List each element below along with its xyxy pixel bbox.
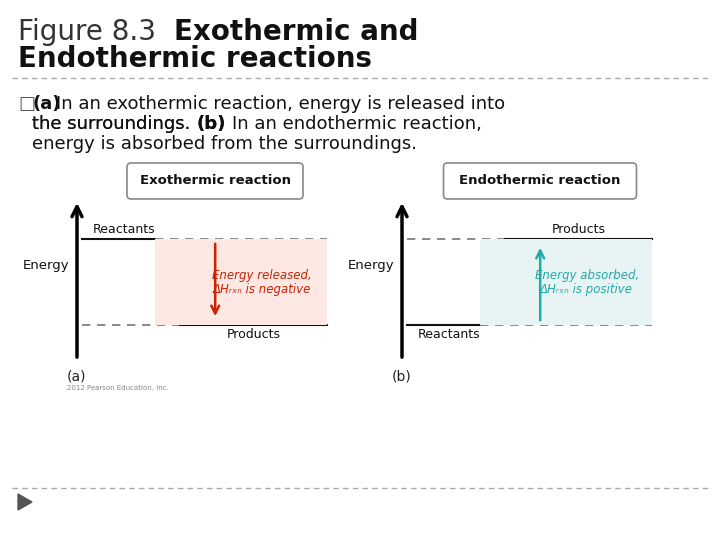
Text: Energy: Energy	[22, 259, 69, 272]
Text: □: □	[18, 95, 35, 113]
Bar	[155, 239, 327, 325]
Text: (b): (b)	[392, 370, 412, 384]
Polygon shape	[18, 494, 32, 510]
Text: Reactants: Reactants	[93, 223, 156, 236]
Text: Exothermic and: Exothermic and	[174, 18, 418, 46]
Text: Products: Products	[552, 223, 606, 236]
Text: (b): (b)	[196, 115, 225, 133]
Text: (a): (a)	[32, 95, 60, 113]
Text: energy is absorbed from the surroundings.: energy is absorbed from the surroundings…	[32, 135, 417, 153]
Text: Figure 8.3: Figure 8.3	[18, 18, 174, 46]
Text: the surroundings.: the surroundings.	[32, 115, 196, 133]
Text: Energy absorbed,: Energy absorbed,	[534, 269, 639, 282]
Text: (b): (b)	[196, 115, 225, 133]
Text: Products: Products	[227, 328, 281, 341]
Text: (a): (a)	[67, 370, 86, 384]
Text: Exothermic reaction: Exothermic reaction	[140, 174, 290, 187]
Bar	[480, 239, 652, 325]
Text: Energy released,: Energy released,	[212, 269, 312, 282]
FancyBboxPatch shape	[127, 163, 303, 199]
Text: ΔHᵣₓₙ is negative: ΔHᵣₓₙ is negative	[212, 282, 311, 295]
Text: 2012 Pearson Education, Inc.: 2012 Pearson Education, Inc.	[67, 385, 169, 391]
Text: Reactants: Reactants	[418, 328, 480, 341]
Text: the surroundings.: the surroundings.	[32, 115, 190, 133]
Text: In an exothermic reaction, energy is released into: In an exothermic reaction, energy is rel…	[56, 95, 505, 113]
Text: In an endothermic reaction,: In an endothermic reaction,	[232, 115, 482, 133]
FancyBboxPatch shape	[444, 163, 636, 199]
Text: Endothermic reactions: Endothermic reactions	[18, 45, 372, 73]
Text: Energy: Energy	[347, 259, 394, 272]
Text: Endothermic reaction: Endothermic reaction	[459, 174, 621, 187]
Text: ΔHᵣₓₙ is positive: ΔHᵣₓₙ is positive	[540, 282, 633, 295]
